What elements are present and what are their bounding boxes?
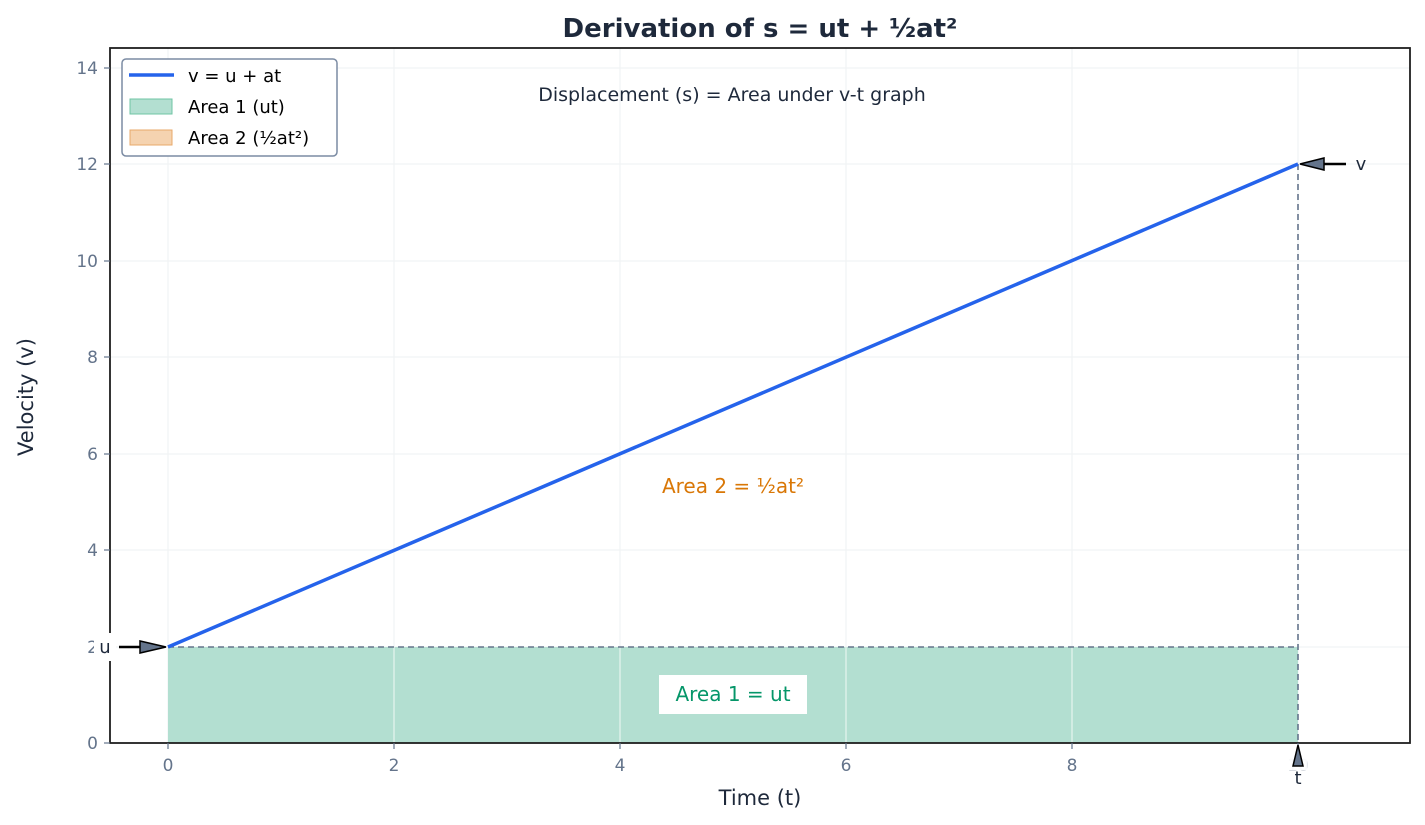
y-axis-label: Velocity (v): [14, 338, 38, 456]
x-axis-ticks: [167, 743, 1299, 749]
legend-item-area-2: Area 2 (½at²): [188, 128, 309, 149]
x-tick-label: 4: [615, 756, 626, 776]
y-tick-label: 10: [76, 252, 98, 272]
area-2-label: Area 2 = ½at²: [662, 474, 804, 498]
v-label: v: [1356, 154, 1367, 175]
y-axis-tick-labels: 0 2 4 6 8 10 12 14: [76, 59, 98, 754]
area-1-label-box: [659, 675, 807, 714]
x-axis-label: Time (t): [718, 786, 802, 810]
legend-item-velocity: v = u + at: [188, 66, 281, 87]
chart-title: Derivation of s = ut + ½at²: [563, 14, 958, 44]
x-axis-tick-labels: 0 2 4 6 8 10: [163, 756, 1309, 776]
y-tick-label: 6: [87, 445, 98, 465]
x-tick-label: 0: [163, 756, 174, 776]
x-tick-label: 6: [841, 756, 852, 776]
v-arrow-head-icon: [1299, 157, 1325, 171]
t-arrow-head-icon: [1292, 744, 1304, 767]
u-label: u: [99, 637, 110, 658]
velocity-line: [167, 162, 1299, 649]
y-tick-label: 14: [76, 59, 98, 79]
y-tick-label: 2: [87, 638, 98, 658]
area-1-grid-overlay: [393, 647, 1073, 743]
displacement-note: Displacement (s) = Area under v-t graph: [538, 84, 926, 106]
x-tick-label: 8: [1067, 756, 1078, 776]
legend-area-2-swatch: [129, 129, 173, 146]
t-label: t: [1294, 768, 1301, 789]
y-tick-label: 4: [87, 541, 98, 561]
x-tick-label: 2: [389, 756, 400, 776]
area-1-label: Area 1 = ut: [675, 682, 790, 706]
legend-area-1-swatch: [129, 98, 173, 115]
u-label-box: [94, 633, 116, 661]
legend: v = u + at Area 1 (ut) Area 2 (½at²): [121, 58, 338, 157]
u-arrow-head-icon: [139, 640, 167, 654]
y-tick-label: 8: [87, 348, 98, 368]
y-axis-ticks: [104, 67, 110, 744]
legend-item-area-1: Area 1 (ut): [188, 97, 285, 118]
y-tick-label: 12: [76, 155, 98, 175]
plot-frame: [109, 47, 1411, 744]
y-tick-label: 0: [87, 734, 98, 754]
